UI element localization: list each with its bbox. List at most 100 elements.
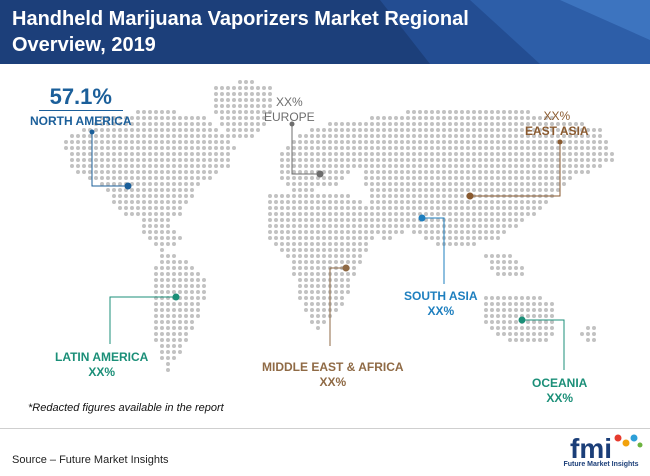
- map-dot: [394, 146, 398, 150]
- map-dot: [172, 122, 176, 126]
- map-dot: [430, 128, 434, 132]
- map-dot: [478, 152, 482, 156]
- map-dot: [94, 134, 98, 138]
- map-dot: [322, 266, 326, 270]
- map-dot: [502, 182, 506, 186]
- map-dot: [346, 272, 350, 276]
- map-dot: [178, 338, 182, 342]
- map-dot: [130, 170, 134, 174]
- map-dot: [100, 182, 104, 186]
- map-dot: [136, 140, 140, 144]
- map-dot: [256, 104, 260, 108]
- map-dot: [490, 122, 494, 126]
- map-dot: [184, 302, 188, 306]
- map-dot: [490, 188, 494, 192]
- map-dot: [520, 122, 524, 126]
- map-dot: [466, 188, 470, 192]
- map-dot: [496, 176, 500, 180]
- map-dot: [226, 140, 230, 144]
- map-dot: [430, 110, 434, 114]
- map-dot: [460, 230, 464, 234]
- map-dot: [496, 182, 500, 186]
- map-dot: [292, 218, 296, 222]
- map-dot: [316, 242, 320, 246]
- oceania-location-marker: [518, 316, 526, 324]
- map-dot: [316, 158, 320, 162]
- map-dot: [316, 320, 320, 324]
- map-dot: [460, 152, 464, 156]
- map-dot: [580, 170, 584, 174]
- map-dot: [136, 116, 140, 120]
- map-dot: [412, 188, 416, 192]
- map-dot: [154, 302, 158, 306]
- map-dot: [226, 110, 230, 114]
- map-dot: [268, 224, 272, 228]
- map-dot: [490, 224, 494, 228]
- map-dot: [142, 218, 146, 222]
- map-dot: [298, 290, 302, 294]
- map-dot: [184, 128, 188, 132]
- map-dot: [316, 212, 320, 216]
- map-dot: [262, 92, 266, 96]
- map-dot: [328, 176, 332, 180]
- map-dot: [490, 260, 494, 264]
- map-dot: [112, 152, 116, 156]
- map-dot: [310, 146, 314, 150]
- map-dot: [430, 218, 434, 222]
- map-dot: [160, 350, 164, 354]
- map-dot: [244, 122, 248, 126]
- map-dot: [304, 158, 308, 162]
- map-dot: [298, 188, 302, 192]
- map-dot: [514, 212, 518, 216]
- map-dot: [172, 146, 176, 150]
- map-dot: [610, 158, 614, 162]
- map-dot: [418, 110, 422, 114]
- map-dot: [106, 146, 110, 150]
- map-dot: [568, 122, 572, 126]
- map-dot: [184, 308, 188, 312]
- map-dot: [388, 134, 392, 138]
- map-dot: [454, 194, 458, 198]
- map-dot: [160, 140, 164, 144]
- map-dot: [340, 206, 344, 210]
- map-dot: [304, 218, 308, 222]
- map-dot: [400, 200, 404, 204]
- map-dot: [160, 152, 164, 156]
- map-dot: [298, 242, 302, 246]
- map-dot: [160, 134, 164, 138]
- map-dot: [346, 230, 350, 234]
- map-dot: [472, 128, 476, 132]
- north-america-location-marker: [124, 182, 132, 190]
- map-dot: [460, 170, 464, 174]
- map-dot: [160, 212, 164, 216]
- map-dot: [250, 104, 254, 108]
- map-dot: [370, 146, 374, 150]
- map-dot: [226, 152, 230, 156]
- map-dot: [280, 206, 284, 210]
- map-dot: [100, 128, 104, 132]
- map-dot: [328, 218, 332, 222]
- map-dot: [496, 320, 500, 324]
- map-dot: [364, 176, 368, 180]
- map-dot: [514, 332, 518, 336]
- map-dot: [130, 212, 134, 216]
- map-dot: [106, 140, 110, 144]
- map-dot: [592, 164, 596, 168]
- map-dot: [508, 164, 512, 168]
- map-dot: [526, 116, 530, 120]
- map-dot: [400, 188, 404, 192]
- map-dot: [172, 164, 176, 168]
- map-dot: [502, 296, 506, 300]
- map-dot: [562, 122, 566, 126]
- map-dot: [556, 152, 560, 156]
- map-dot: [172, 278, 176, 282]
- map-dot: [190, 122, 194, 126]
- map-dot: [436, 224, 440, 228]
- map-dot: [478, 206, 482, 210]
- map-dot: [538, 332, 542, 336]
- map-dot: [322, 296, 326, 300]
- map-dot: [382, 116, 386, 120]
- map-dot: [520, 326, 524, 330]
- map-dot: [274, 206, 278, 210]
- map-dot: [130, 146, 134, 150]
